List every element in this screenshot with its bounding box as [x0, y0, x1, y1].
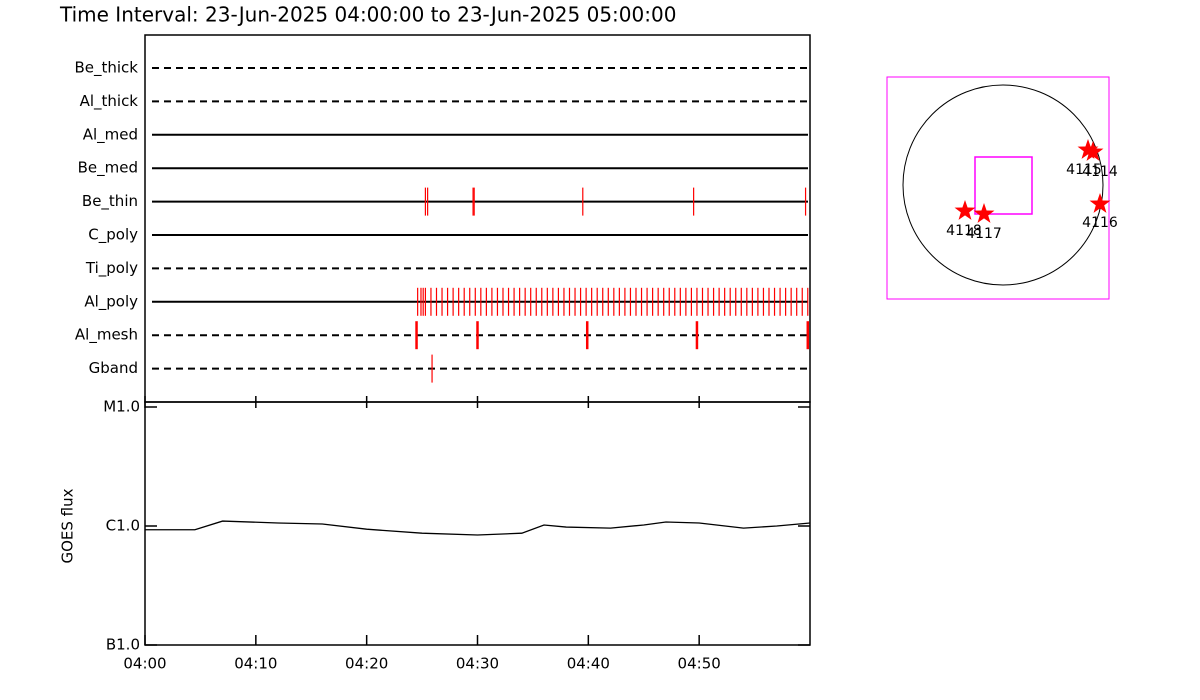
- y-tick-label: M1.0: [103, 398, 140, 416]
- filter-label: Ti_poly: [85, 259, 138, 278]
- x-tick-label: 04:10: [234, 655, 277, 673]
- region-label: 4116: [1082, 215, 1118, 231]
- filter-label: Gband: [89, 359, 138, 377]
- solar-disk: [902, 84, 1104, 286]
- region-star: [954, 200, 976, 220]
- filter-label: Be_thick: [74, 59, 138, 78]
- x-tick-label: 04:50: [678, 655, 721, 673]
- region-label: 4118: [946, 223, 982, 239]
- y-axis-label: GOES flux: [59, 488, 77, 563]
- region-label: 4115: [1066, 162, 1102, 178]
- map-frame: [886, 76, 1110, 300]
- region-star: [1089, 193, 1111, 213]
- filter-label: Be_med: [78, 159, 138, 178]
- x-tick-label: 04:20: [345, 655, 388, 673]
- y-tick-label: B1.0: [106, 636, 140, 654]
- region-label: 4117: [966, 226, 1002, 242]
- filter-label: C_poly: [88, 226, 138, 245]
- goes-flux-line: [145, 520, 811, 536]
- filter-label: Al_mesh: [75, 326, 138, 345]
- filter-label: Be_thin: [82, 192, 138, 211]
- region-star: [973, 203, 995, 223]
- filter-label: Al_med: [83, 125, 138, 144]
- fov-box: [974, 156, 1033, 215]
- filter-label: Al_thick: [80, 92, 139, 111]
- region-label: 4114: [1082, 164, 1118, 180]
- title: Time Interval: 23-Jun-2025 04:00:00 to 2…: [59, 3, 676, 27]
- y-tick-label: C1.0: [106, 517, 140, 535]
- region-star: [1082, 141, 1104, 161]
- x-tick-label: 04:40: [567, 655, 610, 673]
- x-tick-label: 04:00: [123, 655, 166, 673]
- x-tick-label: 04:30: [456, 655, 499, 673]
- filter-label: Al_poly: [84, 292, 138, 311]
- goes-frame: [144, 401, 811, 646]
